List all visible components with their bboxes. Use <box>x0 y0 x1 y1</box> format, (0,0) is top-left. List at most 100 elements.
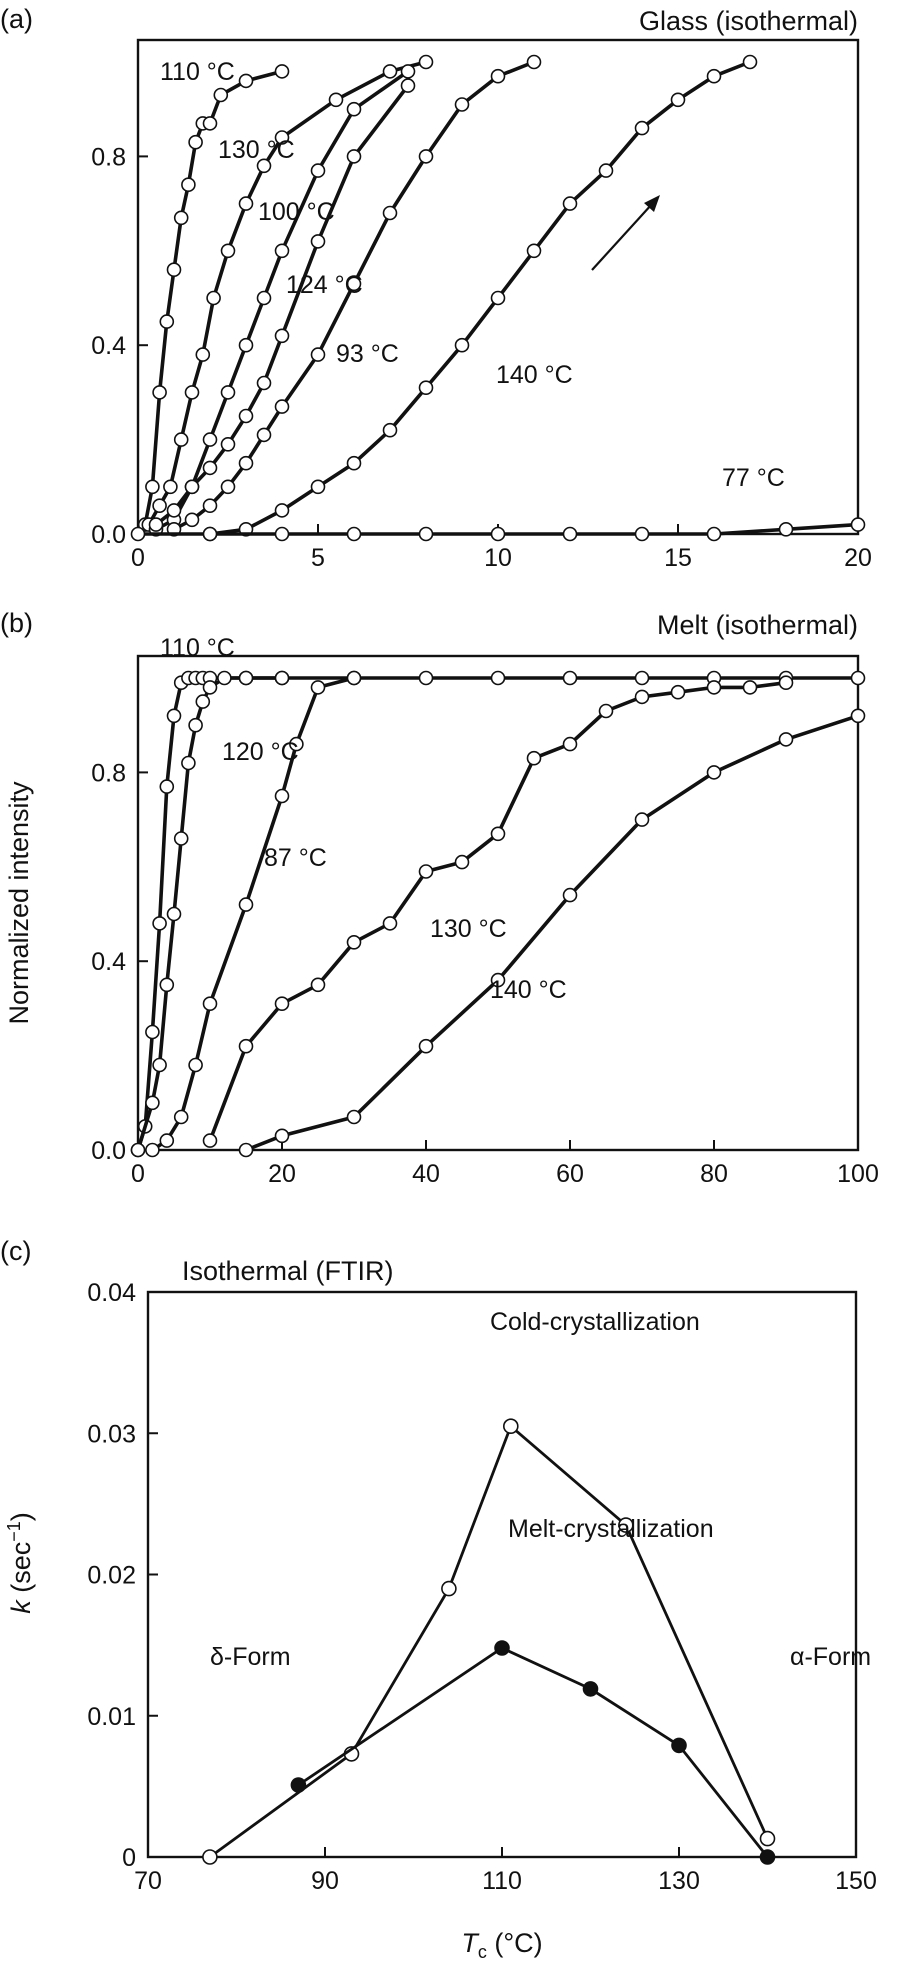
panel-a-data-point-130-c <box>206 290 221 306</box>
panel-a-data-point-140-c <box>562 196 578 211</box>
panel-b-data-point-120-c <box>274 670 290 686</box>
panel-b-x-tick-label: 80 <box>700 1160 728 1188</box>
panel-a-data-point-130-c <box>238 196 254 211</box>
panel-b-x-tick-label: 20 <box>268 1160 296 1188</box>
panel-b-data-point-140-c <box>346 1109 362 1125</box>
panel-c-y-tick-label: 0.04 <box>87 1279 136 1307</box>
panel-a-data-point-140-c <box>382 422 398 438</box>
panel-b-x-tick-label: 60 <box>556 1160 584 1188</box>
panel-b-data-point-87-c <box>238 897 254 912</box>
panel-c-data-point-cold-crystallization <box>759 1830 776 1847</box>
panel-b-data-point-87-c <box>346 670 362 686</box>
panel-a-data-point-100-c <box>274 243 290 259</box>
panel-b-data-point-87-c <box>274 788 290 804</box>
label-124C-a: 124 °C <box>286 271 363 299</box>
panel-b-y-tick-label: 0.8 <box>91 759 126 787</box>
label-87C-b: 87 °C <box>264 844 327 872</box>
panel-a-data-point-100-c <box>400 64 416 79</box>
panel-c-label: (c) <box>0 1236 31 1266</box>
panel-a-data-point-77-c <box>418 526 434 542</box>
panel-a-data-point-140-c <box>598 163 614 178</box>
panel-b-data-point-140-c <box>490 972 506 988</box>
panel-c-data-point-melt-crystallization <box>582 1681 599 1697</box>
panel-a-data-point-124-c <box>184 479 200 495</box>
panel-a-y-tick-label: 0.4 <box>91 332 126 360</box>
label-93C-a: 93 °C <box>336 340 399 368</box>
panel-a-data-point-110-c <box>188 134 203 150</box>
panel-c-series-line-melt-crystallization <box>297 1646 769 1858</box>
panel-c: (c) Isothermal (FTIR) 70 90 110 130 150 0 0.01… <box>0 1236 877 1962</box>
panel-c-data-point-cold-crystallization <box>502 1418 519 1434</box>
panel-b-series-line-140-c <box>244 713 860 1152</box>
panel-b-data-point-120-c <box>166 906 182 922</box>
panel-b-data-point-120-c <box>130 1142 146 1158</box>
panel-b-data-point-87-c <box>418 670 434 686</box>
panel-a-data-point-93-c <box>454 97 470 112</box>
panel-a-data-point-77-c <box>634 526 650 542</box>
label-melt-crystallization: Melt-crystallization <box>508 1515 714 1543</box>
panel-a-data-point-124-c <box>166 503 182 518</box>
panel-b-data-point-87-c <box>850 670 866 686</box>
panel-b-data-point-87-c <box>289 736 304 752</box>
panel-a-series-line-140-c <box>208 60 752 536</box>
panel-b-data-point-130-c <box>274 996 290 1012</box>
panel-a-data-point-93-c <box>184 512 200 528</box>
panel-a-data-point-100-c <box>220 385 236 400</box>
panel-b-axes: 0 20 40 60 80 100 0.0 0.4 0.8 <box>91 759 879 1188</box>
panel-a-data-point-100-c <box>256 290 272 306</box>
panel-c-series <box>202 1418 776 1865</box>
panel-b-data-point-120-c <box>202 680 218 695</box>
panel-a-data-point-124-c <box>310 234 326 249</box>
panel-a-data-point-110-c <box>181 177 196 192</box>
panel-a-data-point-110-c <box>159 314 175 329</box>
panel-b-data-point-140-c <box>850 708 866 724</box>
label-130C-b: 130 °C <box>430 915 507 943</box>
panel-a-data-point-140-c <box>346 455 362 471</box>
panel-a-x-tick-label: 20 <box>844 544 872 572</box>
panel-b-x-tick-label: 100 <box>837 1160 879 1188</box>
panel-a-data-point-93-c <box>238 455 254 471</box>
panel-a-data-point-124-c <box>346 149 362 164</box>
panel-a-data-point-93-c <box>310 347 326 362</box>
panel-b-data-point-87-c <box>188 1057 203 1073</box>
panel-a-data-point-140-c <box>634 120 650 136</box>
panel-a-title: Glass (isothermal) <box>639 6 858 36</box>
panel-b: (b) Melt (isothermal) 0 20 40 60 80 100 0.0 0.4… <box>0 608 879 1188</box>
panel-b-data-point-120-c <box>217 670 232 686</box>
panel-a-data-point-140-c <box>454 337 470 353</box>
panel-b-data-point-130-c <box>382 916 398 931</box>
panel-a-data-point-77-c <box>130 526 146 542</box>
panel-a-data-point-93-c <box>526 54 542 70</box>
panel-b-data-point-120-c <box>159 977 175 993</box>
panel-a-data-point-110-c <box>213 87 229 103</box>
panel-c-x-tick-label: 90 <box>311 1867 339 1895</box>
panel-a-data-point-124-c <box>400 78 416 93</box>
label-140C-a: 140 °C <box>496 361 573 389</box>
panel-a-data-point-130-c <box>274 130 290 145</box>
panel-a-data-point-93-c <box>274 399 290 414</box>
panel-a-data-point-140-c <box>490 290 506 306</box>
panel-b-y-tick-label: 0.4 <box>91 948 126 976</box>
panel-b-x-tick-label: 40 <box>412 1160 440 1188</box>
panel-b-data-point-130-c <box>238 1038 254 1054</box>
panel-a-data-point-140-c <box>706 68 722 84</box>
panel-b-data-point-120-c <box>188 717 203 733</box>
panel-b-label: (b) <box>0 608 33 638</box>
panel-a-data-point-140-c <box>310 479 326 495</box>
panel-c-x-tick-label: 110 <box>482 1867 522 1895</box>
panel-a-data-point-93-c <box>256 427 272 443</box>
panel-c-y-tick-label: 0.02 <box>87 1562 136 1590</box>
panel-b-data-point-140-c <box>562 887 578 903</box>
panel-a-data-point-130-c <box>195 347 211 362</box>
panel-a-data-point-124-c <box>274 328 290 344</box>
panel-a-data-point-140-c <box>274 503 290 518</box>
panel-a-data-point-110-c <box>166 262 182 278</box>
panel-c-data-point-melt-crystallization <box>290 1777 307 1793</box>
panel-a-data-point-100-c <box>310 163 326 178</box>
panel-b-data-point-110-c <box>152 916 167 931</box>
panel-b-x-tick-label: 0 <box>131 1160 145 1188</box>
panel-a-x-tick-label: 10 <box>484 544 512 572</box>
panel-a-y-tick-label: 0.0 <box>91 521 126 549</box>
panel-a-data-point-140-c <box>418 380 434 396</box>
panel-a-data-point-93-c <box>202 498 218 514</box>
